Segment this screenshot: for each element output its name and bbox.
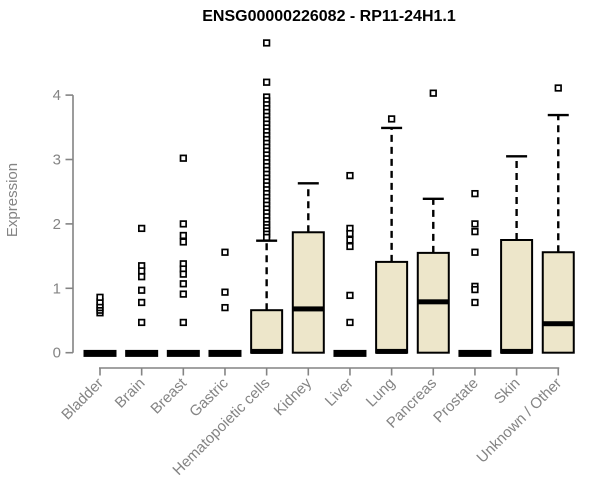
outlier-point xyxy=(138,224,146,233)
boxplot-prostate xyxy=(458,189,492,357)
outlier-point xyxy=(221,288,229,296)
outlier-point xyxy=(346,171,354,180)
x-axis-label-brain: Brain xyxy=(112,375,149,412)
outlier-point xyxy=(96,293,104,301)
boxplot-pancreas xyxy=(416,89,450,354)
outlier-point xyxy=(471,189,479,198)
median-line xyxy=(542,321,574,327)
outlier-point xyxy=(179,154,187,162)
boxplot-skin xyxy=(500,155,534,354)
median-line xyxy=(251,348,283,354)
x-axis-label-bladder: Bladder xyxy=(58,375,107,424)
outlier-point xyxy=(346,229,354,238)
x-axis-label-kidney: Kidney xyxy=(271,374,316,419)
outlier-point xyxy=(346,236,354,244)
x-axis-label-lung: Lung xyxy=(363,375,399,411)
boxplot-unknown-other xyxy=(541,84,575,354)
outlier-point xyxy=(179,238,187,246)
boxplot-kidney xyxy=(291,182,325,354)
outlier-point xyxy=(179,231,187,240)
outlier-point xyxy=(138,298,146,307)
outlier-point xyxy=(346,318,354,327)
outlier-point xyxy=(429,89,437,97)
boxplot-breast xyxy=(166,154,200,357)
outlier-point xyxy=(262,78,271,86)
outlier-point xyxy=(179,280,187,288)
x-axis-label-liver: Liver xyxy=(322,375,357,410)
collapsed-box-bar xyxy=(458,349,492,357)
boxplot-lung xyxy=(375,115,409,354)
collapsed-box-bar xyxy=(166,349,200,357)
median-line xyxy=(501,348,533,354)
y-axis-tick-label: 4 xyxy=(53,87,61,104)
x-axis-label-prostate: Prostate xyxy=(430,375,482,427)
outlier-point xyxy=(179,270,187,278)
outlier-point xyxy=(387,115,396,123)
outlier-point xyxy=(179,318,187,327)
outlier-point xyxy=(346,291,354,300)
y-axis-label: Expression xyxy=(4,163,21,237)
y-axis-tick-label: 3 xyxy=(53,152,61,169)
x-axis-label-skin: Skin xyxy=(491,375,524,408)
boxplot-hematopoietic-cells xyxy=(250,39,284,354)
outlier-point xyxy=(221,303,229,312)
y-axis-tick-label: 2 xyxy=(53,216,61,233)
outlier-point xyxy=(179,290,187,298)
chart-title: ENSG00000226082 - RP11-24H1.1 xyxy=(202,8,456,25)
x-axis-label-breast: Breast xyxy=(147,374,190,417)
collapsed-box-bar xyxy=(208,349,242,357)
collapsed-box-bar xyxy=(83,349,117,357)
outlier-point xyxy=(471,285,479,294)
boxplot-gastric xyxy=(208,248,242,357)
boxplot-bladder xyxy=(83,293,117,357)
outlier-point xyxy=(471,220,479,228)
outlier-point xyxy=(471,298,479,307)
iqr-box xyxy=(541,251,575,354)
median-line xyxy=(292,306,324,312)
outlier-point xyxy=(138,318,146,327)
median-line xyxy=(376,348,408,354)
median-line xyxy=(417,299,449,305)
boxplot-liver xyxy=(333,171,367,357)
y-axis-tick-label: 1 xyxy=(53,280,61,297)
collapsed-box-bar xyxy=(333,349,367,357)
outlier-point xyxy=(471,248,479,256)
iqr-box xyxy=(500,239,534,354)
collapsed-box-bar xyxy=(125,349,159,357)
outlier-point xyxy=(262,233,271,242)
outlier-point xyxy=(262,39,271,47)
y-axis-tick-label: 0 xyxy=(53,345,61,362)
outlier-point xyxy=(138,267,146,275)
outlier-point xyxy=(221,248,229,256)
boxplot-brain xyxy=(125,224,159,357)
iqr-box xyxy=(375,260,409,354)
outlier-point xyxy=(471,227,479,236)
iqr-box xyxy=(291,231,325,354)
outlier-point xyxy=(138,286,146,294)
iqr-box xyxy=(250,309,284,354)
outlier-point xyxy=(346,242,354,251)
outlier-point xyxy=(554,84,562,92)
outlier-point xyxy=(179,220,187,228)
outlier-point xyxy=(138,273,146,281)
